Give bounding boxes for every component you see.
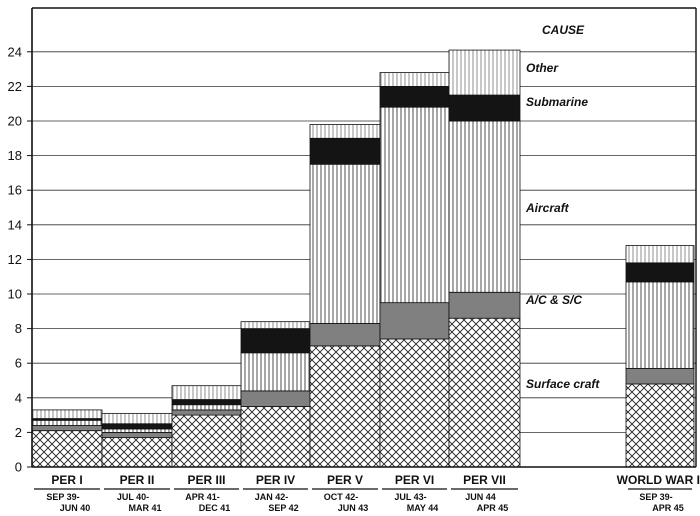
bar-per-ii-surface-craft	[101, 437, 173, 468]
x-date-start-world-war-ii: SEP 39-	[639, 492, 672, 502]
x-date-end-per-v: JUN 43	[338, 503, 369, 513]
bar-per-v-aircraft	[309, 163, 381, 324]
y-tick-label-14: 14	[8, 217, 22, 232]
y-tick-label-22: 22	[8, 79, 22, 94]
chart-frame	[31, 7, 697, 468]
bar-per-vii-surface-craft	[448, 317, 521, 468]
y-tick-label-0: 0	[15, 460, 22, 475]
x-date-end-per-ii: MAR 41	[128, 503, 161, 513]
bar-world-war-ii-a-c-s-c	[625, 367, 695, 385]
x-date-end-per-vi: MAY 44	[407, 503, 439, 513]
y-tick-label-16: 16	[8, 183, 22, 198]
bar-per-ii-a-c-s-c	[101, 431, 173, 438]
bar-per-iv-other	[240, 321, 311, 329]
bar-per-vii-other	[448, 49, 521, 96]
bar-per-ii-aircraft	[101, 428, 173, 433]
bar-per-i-surface-craft	[31, 430, 103, 468]
x-date-end-world-war-ii: APR 45	[652, 503, 684, 513]
y-tick-label-8: 8	[15, 321, 22, 336]
bar-per-iv-surface-craft	[240, 406, 311, 468]
bar-world-war-ii-submarine	[625, 262, 695, 283]
bar-per-i-aircraft	[31, 419, 103, 426]
bar-per-iii-submarine	[171, 399, 242, 406]
legend-heading: CAUSE	[542, 23, 585, 37]
bar-per-v-a-c-s-c	[309, 323, 381, 347]
x-label-per-ii: PER II	[120, 473, 155, 487]
bar-per-v-other	[309, 124, 381, 139]
bar-per-ii-submarine	[101, 423, 173, 430]
x-label-per-vi: PER VI	[395, 473, 434, 487]
bar-per-vi-other	[379, 72, 450, 87]
bar-per-iii-a-c-s-c	[171, 409, 242, 416]
bar-per-iv-submarine	[240, 328, 311, 354]
y-tick-label-2: 2	[15, 425, 22, 440]
y-tick-label-10: 10	[8, 287, 22, 302]
bar-per-vi-submarine	[379, 86, 450, 108]
x-date-start-per-iii: APR 41-	[185, 492, 220, 502]
bar-per-iii-other	[171, 385, 242, 400]
x-label-world-war-ii: WORLD WAR II	[617, 473, 700, 487]
bar-per-iv-aircraft	[240, 352, 311, 392]
bar-per-vi-a-c-s-c	[379, 302, 450, 340]
x-date-start-per-iv: JAN 42-	[255, 492, 289, 502]
x-label-per-v: PER V	[327, 473, 363, 487]
bar-per-v-surface-craft	[309, 345, 381, 468]
x-date-end-per-iv: SEP 42	[268, 503, 298, 513]
y-tick-label-4: 4	[15, 390, 22, 405]
series-label-aircraft: Aircraft	[525, 201, 570, 215]
series-labels: CAUSE Surface craft A/C & S/C Aircraft Subma…	[525, 23, 600, 391]
series-label-submarine: Submarine	[526, 95, 588, 109]
bar-per-vi-aircraft	[379, 106, 450, 304]
x-label-per-vii: PER VII	[463, 473, 506, 487]
bar-world-war-ii-other	[625, 245, 695, 264]
series-label-surface-craft: Surface craft	[526, 377, 600, 391]
bar-per-ii-other	[101, 412, 173, 425]
bar-per-vi-surface-craft	[379, 338, 450, 468]
bar-per-iv-a-c-s-c	[240, 390, 311, 407]
y-tick-label-20: 20	[8, 114, 22, 129]
x-date-start-per-v: OCT 42-	[324, 492, 359, 502]
y-tick-label-12: 12	[8, 252, 22, 267]
x-label-per-iii: PER III	[187, 473, 225, 487]
bar-per-vii-a-c-s-c	[448, 291, 521, 319]
x-label-per-iv: PER IV	[256, 473, 295, 487]
bar-per-i-other	[31, 409, 103, 419]
bar-per-i-a-c-s-c	[31, 425, 103, 432]
y-tick-label-6: 6	[15, 356, 22, 371]
bar-world-war-ii-surface-craft	[625, 383, 695, 468]
y-tick-label-24: 24	[8, 44, 22, 59]
x-date-end-per-i: JUN 40	[60, 503, 91, 513]
x-date-start-per-i: SEP 39-	[46, 492, 79, 502]
bar-per-v-submarine	[309, 137, 381, 165]
x-date-start-per-ii: JUL 40-	[117, 492, 149, 502]
series-label-other: Other	[526, 61, 559, 75]
bar-per-vii-submarine	[448, 94, 521, 122]
bar-per-vii-aircraft	[448, 120, 521, 293]
x-date-start-per-vi: JUL 43-	[394, 492, 426, 502]
bar-per-iii-surface-craft	[171, 414, 242, 468]
y-tick-label-18: 18	[8, 148, 22, 163]
x-date-end-per-iii: DEC 41	[199, 503, 231, 513]
x-label-per-i: PER I	[51, 473, 82, 487]
bar-per-iii-aircraft	[171, 404, 242, 411]
x-date-end-per-vii: APR 45	[477, 503, 509, 513]
chart-bars	[31, 49, 695, 468]
bar-world-war-ii-aircraft	[625, 281, 695, 369]
x-date-start-per-vii: JUN 44	[465, 492, 496, 502]
series-label-a-c-s-c: A/C & S/C	[525, 293, 582, 307]
